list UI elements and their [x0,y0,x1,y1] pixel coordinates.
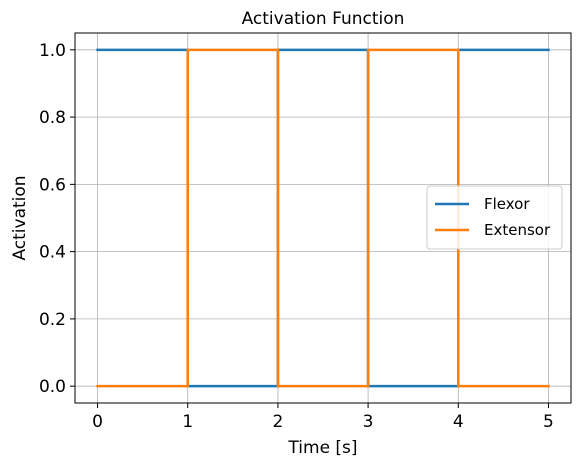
x-tick-label: 2 [272,412,283,432]
y-axis-label: Activation [10,175,30,260]
plot-frame [74,32,572,404]
y-tick-label: 0.2 [39,310,66,330]
y-tick-label: 0.0 [39,377,66,397]
y-tick-label: 0.4 [39,243,66,263]
x-tick-label: 5 [543,412,554,432]
legend-box [426,185,563,250]
legend: Flexor Extensor [426,185,563,250]
legend-label-flexor: Flexor [484,195,530,213]
x-tick-label: 3 [363,412,374,432]
x-tick-label: 1 [182,412,193,432]
chart-title: Activation Function [242,9,405,29]
ticks: 0 1 2 3 4 5 0.0 0.2 0.4 0.6 0.8 1.0 [39,41,554,432]
y-tick-label: 1.0 [39,41,66,61]
y-tick-label: 0.6 [39,175,66,195]
y-tick-label: 0.8 [39,108,66,128]
x-axis-label: Time [s] [287,438,357,458]
x-tick-label: 4 [453,412,464,432]
x-tick-label: 0 [92,412,103,432]
legend-label-extensor: Extensor [484,221,551,239]
